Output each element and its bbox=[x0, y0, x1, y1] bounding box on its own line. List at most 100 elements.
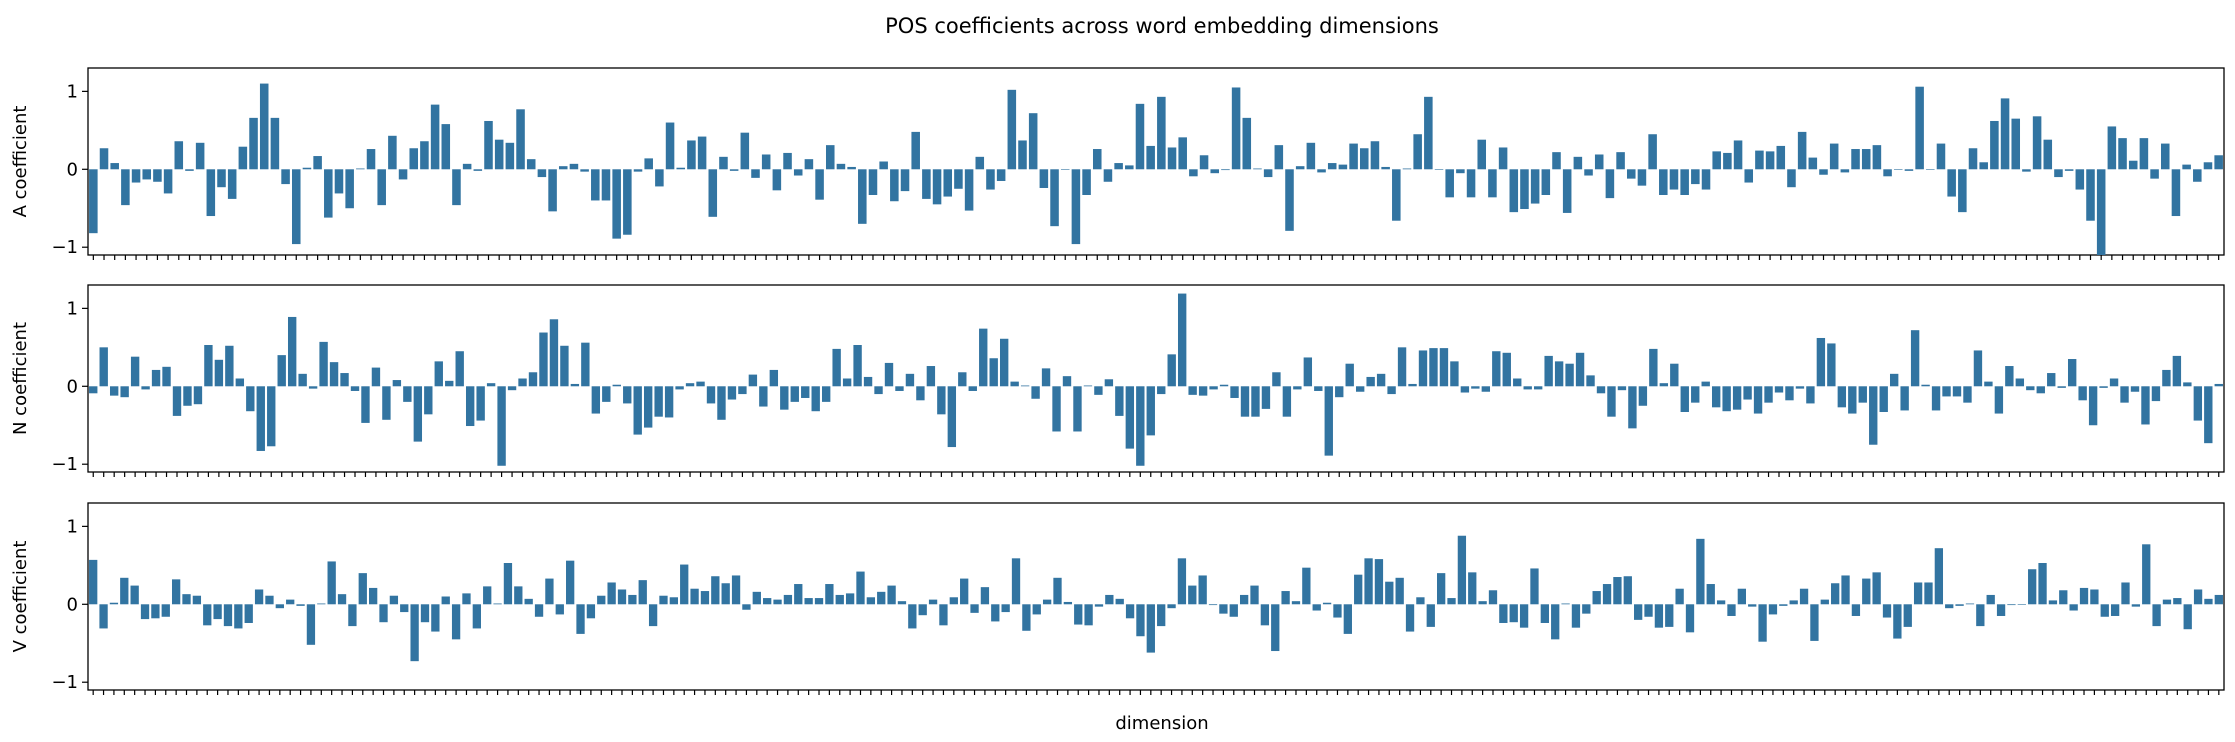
bar bbox=[905, 373, 915, 387]
bar bbox=[1402, 168, 1412, 170]
bar bbox=[1716, 600, 1726, 605]
bar bbox=[1020, 385, 1030, 387]
bar bbox=[1613, 577, 1622, 605]
bar bbox=[2086, 169, 2095, 221]
bar bbox=[607, 582, 616, 605]
bar bbox=[1797, 131, 1807, 170]
bar bbox=[1028, 113, 1038, 170]
bar bbox=[2128, 160, 2138, 170]
bar bbox=[1199, 155, 1209, 170]
bar bbox=[617, 589, 627, 605]
bar bbox=[1385, 581, 1394, 605]
bar bbox=[2131, 604, 2141, 607]
bar bbox=[1851, 604, 1861, 616]
bar bbox=[1050, 169, 1059, 227]
bar bbox=[1903, 604, 1912, 627]
bar bbox=[2193, 386, 2203, 421]
bar bbox=[473, 169, 483, 171]
bar bbox=[1103, 169, 1113, 182]
bar bbox=[2017, 604, 2026, 605]
bar bbox=[1753, 386, 1763, 414]
bar bbox=[1936, 143, 1946, 170]
bar bbox=[2022, 169, 2031, 172]
bar bbox=[1649, 348, 1658, 387]
bar bbox=[1381, 166, 1390, 170]
bar bbox=[89, 386, 98, 394]
bar bbox=[740, 132, 750, 170]
bar bbox=[1947, 169, 1956, 197]
bar bbox=[2100, 604, 2109, 617]
bar bbox=[1355, 386, 1365, 392]
bar bbox=[1387, 386, 1396, 395]
bar bbox=[648, 604, 658, 627]
bar bbox=[1706, 584, 1715, 605]
bar bbox=[623, 169, 632, 235]
bar bbox=[655, 169, 664, 187]
bar bbox=[1062, 376, 1072, 387]
bar bbox=[451, 604, 461, 640]
bar bbox=[943, 169, 953, 197]
bar bbox=[1931, 386, 1941, 411]
bar bbox=[2079, 587, 2089, 605]
bar bbox=[2067, 359, 2077, 387]
bar bbox=[462, 593, 471, 605]
bar bbox=[1146, 386, 1155, 436]
bar bbox=[1374, 559, 1384, 605]
bar bbox=[1602, 584, 1612, 605]
bar bbox=[2043, 139, 2053, 170]
bar bbox=[1926, 169, 1935, 170]
bar bbox=[110, 163, 119, 170]
bar bbox=[706, 386, 716, 404]
bar bbox=[879, 161, 888, 170]
bar bbox=[1416, 597, 1425, 605]
bar bbox=[911, 131, 920, 170]
bar bbox=[1915, 86, 1924, 170]
bar bbox=[1083, 385, 1093, 387]
bar bbox=[2142, 544, 2151, 605]
bar bbox=[654, 386, 663, 417]
bar bbox=[121, 169, 130, 206]
bar bbox=[1457, 535, 1467, 605]
bar bbox=[1795, 386, 1805, 389]
y-tick-label: 1 bbox=[67, 516, 78, 537]
bar bbox=[558, 166, 568, 170]
bar bbox=[586, 604, 596, 619]
bar bbox=[1554, 361, 1564, 387]
bar bbox=[420, 141, 429, 170]
bar bbox=[996, 169, 1006, 181]
bar bbox=[856, 571, 865, 605]
bar bbox=[769, 369, 779, 387]
bar bbox=[227, 169, 237, 199]
bar bbox=[2110, 604, 2120, 616]
bar bbox=[1272, 372, 1281, 387]
bar bbox=[1596, 386, 1606, 394]
bar bbox=[1445, 169, 1454, 198]
plot-frame bbox=[87, 284, 2225, 473]
bar bbox=[1958, 169, 1967, 213]
bar bbox=[1827, 343, 1836, 387]
bar bbox=[1447, 598, 1456, 605]
bar bbox=[1395, 577, 1404, 605]
bar bbox=[1644, 604, 1653, 617]
bar bbox=[345, 169, 354, 209]
bar bbox=[874, 386, 883, 395]
bar bbox=[1889, 373, 1899, 387]
plot-frame bbox=[87, 67, 2225, 256]
bar bbox=[340, 373, 349, 387]
bar bbox=[131, 169, 141, 183]
bar bbox=[866, 597, 876, 605]
bar bbox=[1904, 169, 1914, 171]
bar bbox=[1052, 386, 1061, 432]
bar bbox=[462, 163, 472, 170]
bar bbox=[1779, 604, 1788, 606]
bar bbox=[1001, 604, 1010, 613]
bar bbox=[306, 604, 316, 645]
bar bbox=[361, 386, 370, 423]
bar bbox=[1082, 169, 1091, 195]
bar bbox=[1242, 117, 1252, 170]
bar bbox=[1924, 582, 1933, 605]
bar bbox=[690, 588, 699, 605]
bar bbox=[1575, 352, 1585, 387]
bar bbox=[835, 594, 844, 605]
